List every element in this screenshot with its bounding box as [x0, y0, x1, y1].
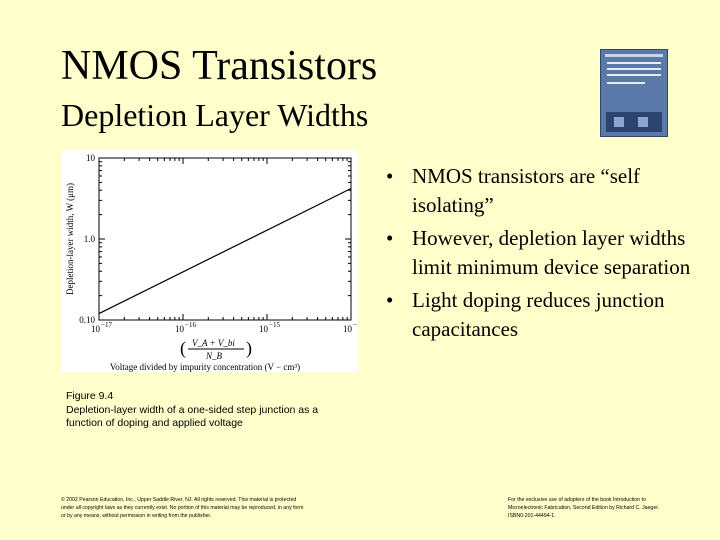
bullet-text: NMOS transistors are “self isolating”	[412, 164, 641, 217]
y-tick-label: 10	[86, 153, 96, 163]
x-formula-denominator: N_B	[205, 351, 223, 361]
x-tick-label: 10	[343, 324, 353, 334]
series-line	[98, 187, 352, 315]
x-tick-exponent: −16	[185, 321, 196, 329]
figure-description: Depletion-layer width of a one-sided ste…	[66, 403, 319, 430]
bullet-item: • NMOS transistors are “self isolating”	[386, 164, 641, 217]
bullet-text: However, depletion layer widths limit mi…	[412, 226, 691, 279]
x-tick-exponent: −15	[269, 321, 280, 329]
book-adopter-note: For the exclusive use of adopters of the…	[508, 497, 660, 519]
textbook-cover-icon	[600, 49, 668, 137]
figure-caption: Figure 9.4 Depletion-layer width of a on…	[66, 390, 356, 431]
copyright-notice: © 2002 Pearson Education, Inc., Upper Sa…	[61, 497, 304, 519]
x-formula-paren-left: (	[180, 338, 186, 359]
x-formula-paren-right: )	[246, 338, 252, 359]
figure-number: Figure 9.4	[66, 390, 114, 402]
chart-svg: 10−1710−1610−1510−140.101.010Depletion-l…	[65, 153, 358, 372]
x-tick-exponent: −17	[101, 321, 112, 329]
x-axis-label: Voltage divided by impurity concentratio…	[110, 362, 300, 372]
plot-frame	[98, 157, 352, 321]
bullet-item: • Light doping reduces junction capacitan…	[386, 288, 665, 341]
bullet-text: Light doping reduces junction capacitanc…	[412, 288, 665, 341]
y-tick-label: 0.10	[79, 315, 95, 325]
y-tick-label: 1.0	[84, 234, 96, 244]
slide-subtitle: Depletion Layer Widths	[61, 97, 369, 133]
y-axis-label: Depletion-layer width, W (μm)	[65, 183, 75, 295]
x-formula-numerator: V_A + V_bi	[192, 338, 235, 348]
x-tick-label: 10	[259, 324, 269, 334]
x-tick-exponent: −14	[353, 321, 358, 329]
depletion-width-chart: 10−1710−1610−1510−140.101.010Depletion-l…	[61, 150, 358, 372]
x-tick-label: 10	[175, 324, 185, 334]
bullet-list: • NMOS transistors are “self isolating” •…	[384, 162, 704, 348]
slide-title: NMOS Transistors	[61, 43, 378, 89]
x-tick-label: 10	[91, 324, 101, 334]
bullet-item: • However, depletion layer widths limit m…	[386, 226, 691, 279]
